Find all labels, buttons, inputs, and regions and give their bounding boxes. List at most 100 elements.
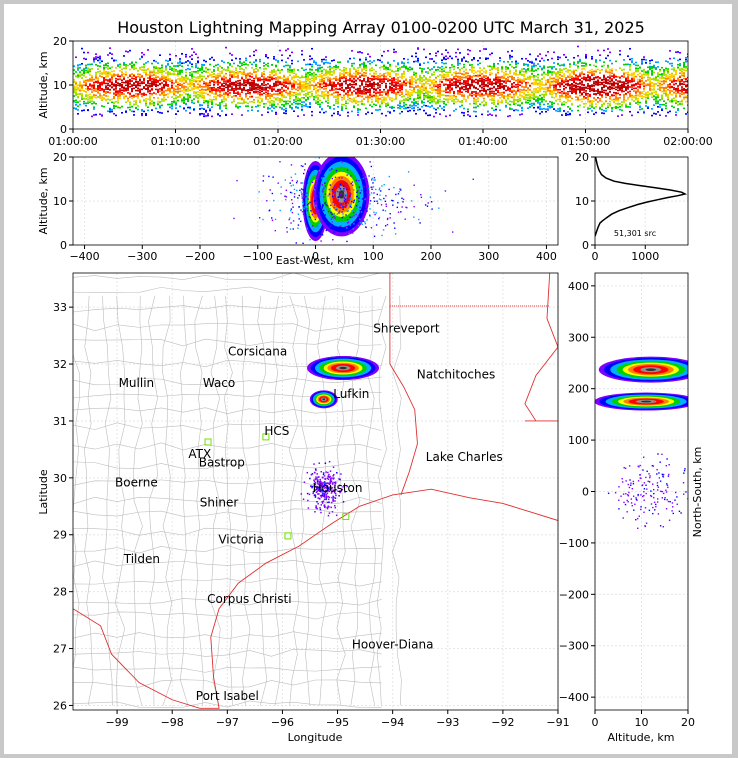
time-altitude-source [323, 77, 325, 80]
time-altitude-source [261, 100, 263, 103]
time-altitude-source [165, 98, 167, 101]
time-altitude-source [239, 79, 241, 82]
time-altitude-source [369, 90, 371, 93]
time-altitude-source [93, 106, 95, 109]
time-altitude-source [389, 75, 391, 78]
time-altitude-source [267, 56, 269, 59]
time-altitude-source [91, 79, 93, 82]
time-altitude-source [359, 75, 361, 77]
time-altitude-source [251, 89, 253, 92]
time-altitude-source [317, 98, 319, 101]
time-altitude-source [447, 73, 449, 76]
time-altitude-source [97, 87, 99, 90]
time-altitude-source [469, 77, 471, 80]
time-altitude-source [393, 90, 395, 93]
time-altitude-source [361, 103, 363, 105]
time-altitude-source [125, 111, 127, 113]
time-altitude-source [421, 79, 423, 81]
time-altitude-source [361, 52, 363, 54]
time-altitude-source [533, 70, 535, 72]
time-altitude-source [449, 98, 451, 101]
time-altitude-source [511, 77, 513, 80]
time-altitude-source [83, 70, 85, 72]
time-altitude-source [145, 113, 147, 115]
time-altitude-source [227, 66, 229, 68]
time-altitude-source [107, 91, 109, 93]
time-altitude-source [393, 71, 395, 73]
time-altitude-source [211, 80, 213, 82]
time-altitude-source [393, 77, 395, 79]
time-altitude-source [513, 93, 515, 96]
time-altitude-source [119, 106, 121, 109]
time-altitude-source [275, 90, 277, 93]
time-altitude-source [75, 82, 77, 85]
time-altitude-source [279, 69, 281, 72]
time-altitude-source [365, 74, 367, 77]
time-altitude-source [387, 78, 389, 80]
time-altitude-source [411, 105, 413, 107]
time-altitude-source [89, 88, 91, 90]
time-altitude-source [339, 84, 341, 87]
time-altitude-source [167, 77, 169, 80]
time-altitude-source [383, 88, 385, 91]
time-altitude-source [483, 90, 485, 93]
time-altitude-source [393, 88, 395, 90]
time-altitude-source [493, 64, 495, 67]
time-altitude-source [335, 77, 337, 80]
time-altitude-source [149, 85, 151, 88]
time-altitude-source [119, 65, 121, 68]
time-altitude-source [459, 62, 461, 65]
time-altitude-source [273, 97, 275, 99]
time-altitude-source [517, 73, 519, 76]
time-altitude-source [141, 93, 143, 95]
time-altitude-source [163, 70, 165, 73]
time-altitude-source [437, 50, 439, 53]
time-altitude-source [103, 66, 105, 69]
time-altitude-source [247, 90, 249, 93]
time-altitude-source [77, 88, 79, 91]
time-altitude-source [441, 81, 443, 84]
time-altitude-source [223, 68, 225, 71]
time-altitude-source [395, 65, 397, 68]
time-altitude-source [325, 110, 327, 113]
time-altitude-source [167, 60, 169, 62]
time-altitude-source [525, 71, 527, 73]
time-altitude-source [185, 61, 187, 63]
time-altitude-source [265, 78, 267, 80]
time-altitude-source [457, 90, 459, 92]
time-altitude-source [471, 69, 473, 72]
time-altitude-source [353, 90, 355, 92]
time-altitude-source [405, 99, 407, 102]
time-altitude-source [101, 89, 103, 91]
time-altitude-source [329, 80, 331, 82]
time-altitude-source [283, 81, 285, 84]
time-altitude-source [521, 89, 523, 91]
time-altitude-source [483, 81, 485, 84]
time-altitude-source [481, 76, 483, 78]
time-altitude-source [165, 65, 167, 68]
time-altitude-source [153, 96, 155, 99]
time-altitude-source [187, 93, 189, 96]
time-altitude-source [373, 78, 375, 81]
time-altitude-source [455, 108, 457, 111]
time-altitude-source [349, 73, 351, 76]
time-altitude-source [283, 100, 285, 103]
time-altitude-source [207, 106, 209, 109]
time-altitude-source [451, 64, 453, 66]
time-altitude-source [133, 74, 135, 77]
time-altitude-source [233, 88, 235, 90]
time-altitude-source [221, 78, 223, 80]
time-altitude-source [235, 105, 237, 107]
time-altitude-source [147, 82, 149, 84]
time-altitude-source [293, 76, 295, 78]
time-altitude-source [81, 86, 83, 89]
time-altitude-source [329, 68, 331, 71]
time-altitude-source [165, 81, 167, 83]
time-altitude-source [203, 82, 205, 85]
time-altitude-source [459, 101, 461, 103]
time-altitude-source [403, 66, 405, 68]
time-altitude-source [189, 94, 191, 97]
time-altitude-source [197, 93, 199, 96]
time-altitude-source [327, 66, 329, 69]
time-altitude-source [87, 51, 89, 54]
